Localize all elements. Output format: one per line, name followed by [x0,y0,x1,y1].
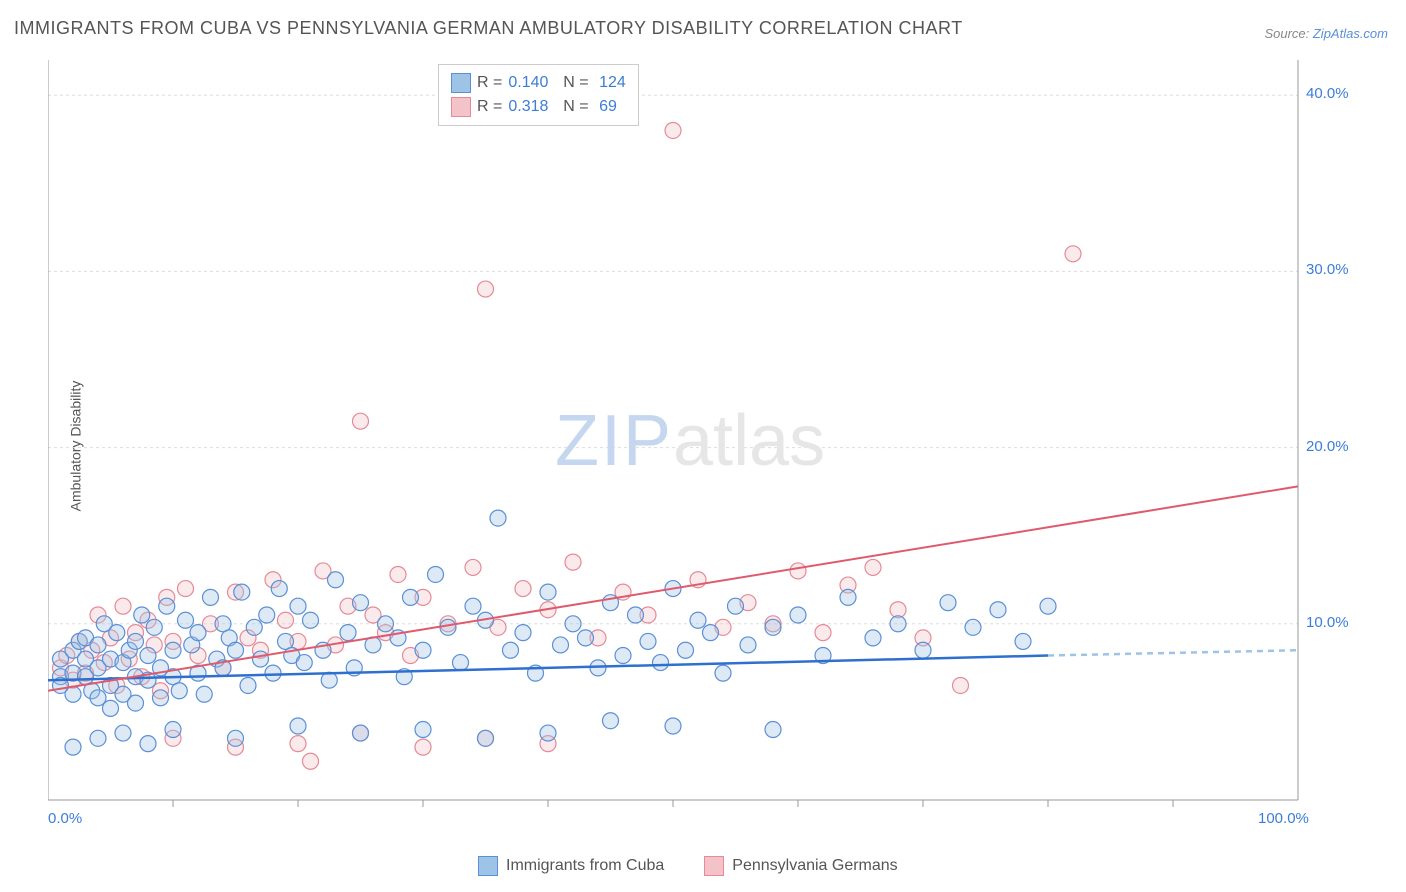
legend-swatch [478,856,498,876]
source-link[interactable]: ZipAtlas.com [1313,26,1388,41]
stats-legend: R = 0.140 N = 124R = 0.318 N = 69 [438,64,639,126]
plot-area [48,60,1358,830]
stat-r-label: R = [477,71,502,95]
stat-r-value: 0.318 [508,95,548,119]
stat-r-value: 0.140 [508,71,548,95]
legend-swatch [704,856,724,876]
stat-n-value: 69 [595,95,617,119]
y-tick-label: 10.0% [1306,614,1349,631]
legend-item: Pennsylvania Germans [704,856,897,876]
x-tick-label: 100.0% [1258,810,1309,827]
scatter-chart [48,60,1358,830]
source-attribution: Source: ZipAtlas.com [1264,26,1388,41]
legend-label: Immigrants from Cuba [506,857,664,875]
stat-r-label: R = [477,95,502,119]
stat-n-value: 124 [595,71,626,95]
legend-label: Pennsylvania Germans [732,857,897,875]
series-legend: Immigrants from Cuba Pennsylvania Germans [478,856,898,876]
legend-item: Immigrants from Cuba [478,856,664,876]
chart-title: IMMIGRANTS FROM CUBA VS PENNSYLVANIA GER… [14,18,963,39]
source-label: Source: [1264,26,1312,41]
legend-swatch [451,73,471,93]
stat-n-label: N = [554,95,588,119]
stats-row: R = 0.318 N = 69 [451,95,626,119]
stat-n-label: N = [554,71,588,95]
legend-swatch [451,97,471,117]
y-tick-label: 30.0% [1306,261,1349,278]
x-tick-label: 0.0% [48,810,82,827]
stats-row: R = 0.140 N = 124 [451,71,626,95]
y-tick-label: 40.0% [1306,85,1349,102]
y-tick-label: 20.0% [1306,438,1349,455]
